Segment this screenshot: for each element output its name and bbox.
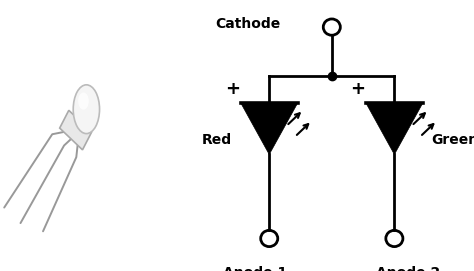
- Text: Red: Red: [202, 133, 232, 147]
- Text: Green: Green: [431, 133, 474, 147]
- Ellipse shape: [78, 92, 89, 109]
- Text: Anode 1: Anode 1: [223, 266, 287, 271]
- Text: +: +: [350, 80, 365, 98]
- Polygon shape: [241, 103, 298, 154]
- Polygon shape: [60, 110, 91, 150]
- Polygon shape: [366, 103, 423, 154]
- Ellipse shape: [73, 85, 100, 134]
- Text: Anode 2: Anode 2: [376, 266, 441, 271]
- Text: Cathode: Cathode: [215, 17, 281, 31]
- Text: +: +: [225, 80, 240, 98]
